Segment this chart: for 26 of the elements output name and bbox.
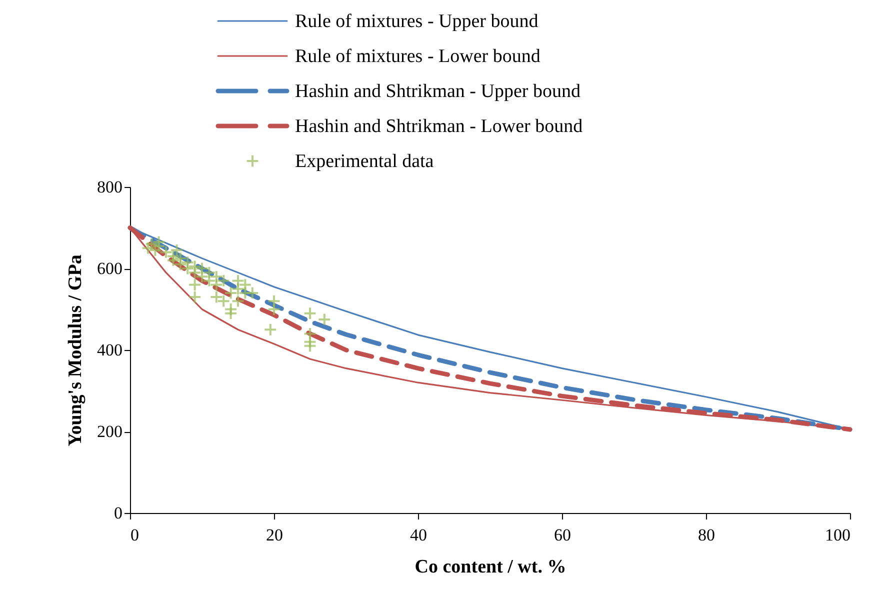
y-tick-label: 0 — [114, 504, 122, 522]
legend-label: Rule of mixtures - Lower bound — [295, 46, 541, 67]
legend-label: Hashin and Shtrikman - Upper bound — [295, 81, 581, 102]
y-axis-title: Young's Modulus / GPa — [65, 254, 86, 446]
legend-label: Rule of mixtures - Upper bound — [295, 11, 539, 32]
x-axis-title: Co content / wt. % — [414, 556, 566, 578]
y-tick-label: 800 — [97, 178, 122, 196]
x-tick-label: 0 — [130, 526, 139, 544]
point — [224, 306, 238, 320]
x-tick-label: 60 — [554, 526, 571, 544]
point — [264, 322, 278, 336]
x-tick-label: 100 — [825, 526, 850, 544]
legend-label: Hashin and Shtrikman - Lower bound — [295, 116, 584, 137]
point — [303, 306, 317, 320]
x-tick-label: 40 — [410, 526, 427, 544]
y-tick-label: 200 — [97, 422, 122, 441]
y-tick-label: 400 — [97, 340, 122, 360]
x-tick-label: 80 — [698, 526, 715, 544]
x-tick-label: 20 — [266, 526, 283, 544]
point — [303, 339, 317, 353]
point — [267, 294, 281, 308]
point — [188, 278, 202, 292]
legend-label: Experimental data — [295, 151, 434, 172]
point — [318, 312, 332, 326]
y-tick-label: 600 — [97, 259, 122, 278]
point — [188, 290, 202, 304]
